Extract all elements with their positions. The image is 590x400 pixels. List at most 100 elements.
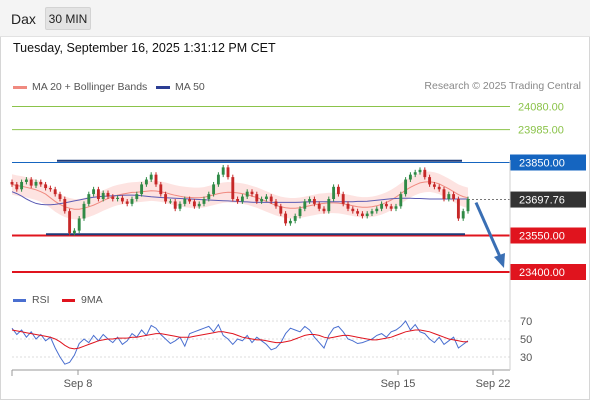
header-bar: Dax 30 MIN [0, 0, 590, 37]
candle-body [29, 179, 33, 186]
candle-body [351, 208, 355, 212]
ma20-line [11, 181, 469, 210]
projection-arrowhead [494, 253, 505, 268]
research-credit: Research © 2025 Trading Central [424, 80, 581, 92]
legend-bb-swatch [13, 85, 27, 89]
timeframe-button[interactable]: 30 MIN [45, 7, 91, 30]
rsi-tick-70: 70 [520, 316, 532, 328]
candle-body [120, 197, 124, 202]
candle-body [202, 199, 206, 204]
level-label-23985-00: 23985.00 [518, 125, 564, 137]
timestamp: Tuesday, September 16, 2025 1:31:12 PM C… [13, 41, 276, 55]
candle-body [10, 181, 14, 185]
candle-body [101, 192, 105, 199]
candle-body [192, 201, 196, 207]
candle-body [384, 203, 388, 207]
projection-arrow [474, 201, 503, 260]
bollinger-band [12, 171, 468, 220]
legend-bb-label: MA 20 + Bollinger Bands [32, 81, 148, 93]
candle-body [399, 194, 403, 207]
level-label-23550-00: 23550.00 [519, 231, 565, 243]
candle-body [360, 213, 364, 217]
candle-body [428, 177, 432, 185]
candle-body [308, 199, 312, 202]
candle-body [15, 184, 19, 190]
candle-body [173, 201, 177, 209]
candle-body [130, 199, 134, 204]
candle-body [456, 199, 460, 219]
x-tick-label: Sep 15 [381, 378, 416, 390]
legend-rsi-swatch [13, 298, 26, 302]
candle-body [72, 230, 76, 234]
candle-body [44, 184, 48, 189]
candle-body [423, 169, 427, 178]
candle-body [207, 194, 211, 199]
candle-body [332, 186, 336, 199]
candle-body [346, 203, 350, 209]
candle-body [135, 194, 139, 199]
legend-rsi: RSI [13, 293, 50, 307]
candle-body [274, 201, 278, 207]
x-tick-label: Sep 22 [476, 378, 511, 390]
candle-body [418, 169, 422, 173]
candle-body [240, 196, 244, 202]
candle-body [408, 174, 412, 180]
candle-body [260, 199, 264, 202]
candle-body [125, 201, 129, 204]
candle-body [356, 211, 360, 214]
candle-body [269, 196, 273, 202]
candle-body [178, 203, 182, 209]
candle-body [380, 203, 384, 209]
candle-body [58, 194, 62, 199]
candle-body [216, 174, 220, 185]
candle-body [293, 216, 297, 221]
level-tag-23850-00 [510, 154, 586, 171]
candle-body [154, 174, 158, 185]
candle-body [322, 208, 326, 212]
candle-body [288, 220, 292, 224]
rsi-series-rsi [11, 320, 469, 365]
candle-body [341, 194, 345, 204]
candle-body [303, 201, 307, 209]
candle-body [183, 199, 187, 204]
candle-body [375, 208, 379, 212]
candle-body [312, 199, 316, 204]
candle-body [24, 179, 28, 182]
candle-body [68, 211, 72, 234]
legend-ma50-swatch [156, 85, 170, 89]
candle-body [87, 194, 91, 204]
candle-body [389, 206, 393, 209]
candle-body [140, 184, 144, 195]
rsi-tick-30: 30 [520, 352, 532, 364]
candle-body [236, 199, 240, 202]
candle-body [466, 199, 470, 212]
candle-body [221, 167, 225, 175]
legend-ma50: MA 50 [156, 80, 205, 94]
candle-body [168, 201, 172, 203]
level-label-23697-76: 23697.76 [519, 195, 565, 207]
legend-rsi-ma-swatch [62, 298, 75, 302]
legend-bb: MA 20 + Bollinger Bands [13, 80, 147, 94]
level-label-23400-00: 23400.00 [519, 267, 565, 279]
instrument-title: Dax [11, 11, 36, 27]
candle-body [77, 218, 81, 231]
candle-body [188, 199, 192, 202]
candle-body [336, 186, 340, 195]
candle-body [106, 192, 110, 197]
candle-body [447, 194, 451, 199]
candle-body [144, 179, 148, 185]
candle-body [365, 213, 369, 217]
candle-body [327, 199, 331, 212]
level-tag-23697-76 [510, 191, 586, 208]
candle-body [404, 179, 408, 195]
candle-body [245, 191, 249, 197]
legend-rsi-ma: 9MA [62, 293, 103, 307]
candle-body [255, 194, 259, 202]
candle-body [317, 203, 321, 209]
legend-rsi-label: RSI [32, 294, 50, 306]
candle-body [212, 184, 216, 195]
candle-body [159, 184, 163, 195]
level-tag-23550-00 [510, 227, 586, 244]
level-label-24080-00: 24080.00 [518, 102, 564, 114]
